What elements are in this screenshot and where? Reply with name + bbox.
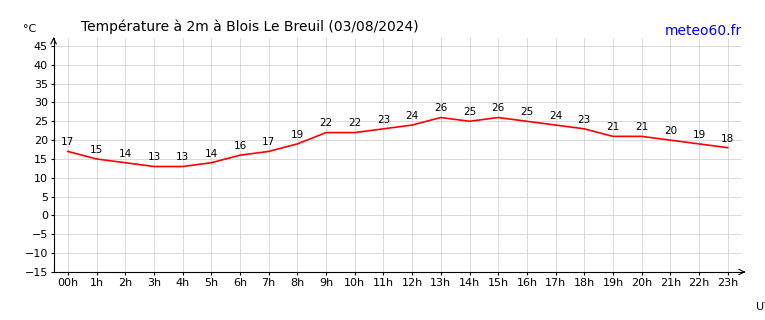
Text: meteo60.fr: meteo60.fr <box>665 24 742 38</box>
Text: 19: 19 <box>692 130 705 140</box>
Text: 19: 19 <box>291 130 304 140</box>
Text: 17: 17 <box>61 137 74 147</box>
Text: 22: 22 <box>348 118 361 128</box>
Text: 21: 21 <box>607 122 620 132</box>
Text: 25: 25 <box>520 107 533 117</box>
Text: 15: 15 <box>90 145 103 155</box>
Text: 23: 23 <box>377 115 390 125</box>
Text: 23: 23 <box>578 115 591 125</box>
Text: 13: 13 <box>148 152 161 162</box>
Text: 21: 21 <box>635 122 648 132</box>
Text: 24: 24 <box>405 111 418 121</box>
Text: 13: 13 <box>176 152 189 162</box>
Text: 17: 17 <box>262 137 275 147</box>
Text: Température à 2m à Blois Le Breuil (03/08/2024): Température à 2m à Blois Le Breuil (03/0… <box>81 20 418 35</box>
Text: 20: 20 <box>664 126 677 136</box>
Text: 26: 26 <box>435 103 448 113</box>
Text: 25: 25 <box>463 107 476 117</box>
Text: 16: 16 <box>233 141 246 151</box>
Text: 14: 14 <box>119 148 132 159</box>
Text: 22: 22 <box>320 118 333 128</box>
Text: 26: 26 <box>492 103 505 113</box>
Text: 18: 18 <box>721 133 734 143</box>
Text: 14: 14 <box>205 148 218 159</box>
Text: 24: 24 <box>549 111 562 121</box>
Text: UTC: UTC <box>756 302 765 312</box>
Text: °C: °C <box>23 24 36 34</box>
